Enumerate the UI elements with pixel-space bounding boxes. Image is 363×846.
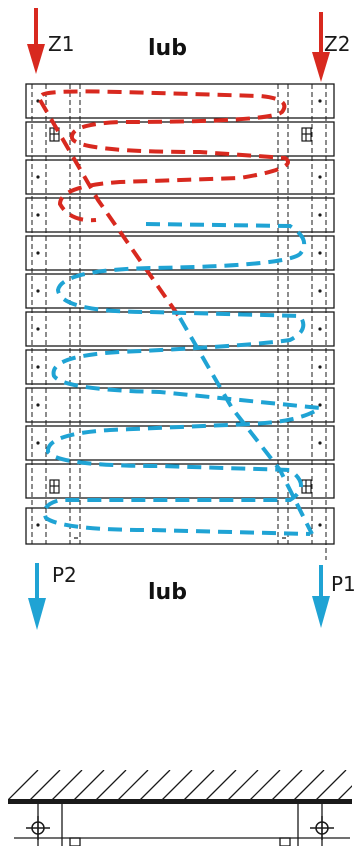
supply-flow-path — [40, 89, 290, 223]
label-p2: P2 — [52, 563, 77, 587]
supply-arrow-z1 — [27, 8, 45, 74]
radiator-top-view — [14, 804, 350, 846]
valve-icon — [310, 816, 334, 840]
radiator-section — [25, 349, 335, 385]
return-arrow-p2 — [28, 563, 46, 630]
wall-hatch — [8, 770, 352, 804]
valve-icon — [26, 816, 50, 840]
return-diagonal-path — [178, 316, 314, 535]
radiator-section — [25, 235, 335, 271]
radiator-section — [25, 273, 335, 309]
label-p1: P1 — [331, 572, 356, 596]
label-lub-bottom: lub — [148, 580, 187, 605]
return-arrow-p1 — [312, 565, 330, 628]
label-lub-top: lub — [148, 36, 187, 61]
radiator-section — [25, 425, 335, 461]
label-z1: Z1 — [48, 32, 75, 56]
supply-arrow-z2 — [312, 12, 330, 82]
return-flow-path — [42, 222, 326, 536]
label-z2: Z2 — [324, 32, 351, 56]
supply-diagonal-path — [38, 98, 182, 320]
